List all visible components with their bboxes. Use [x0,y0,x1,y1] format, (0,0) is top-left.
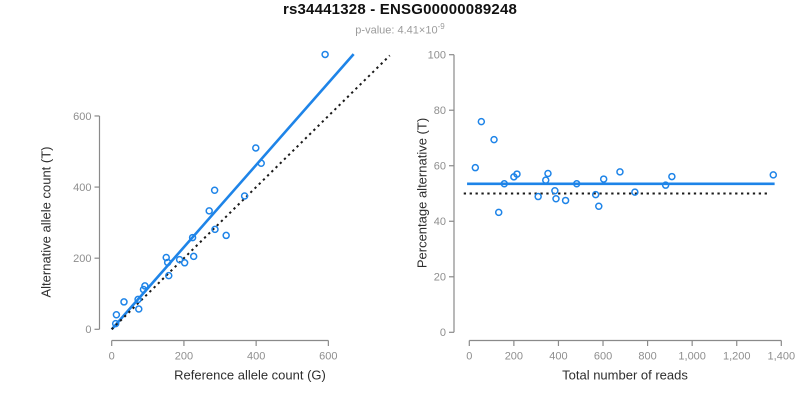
scatter-point [139,285,148,294]
x-tick-label: 1,400 [768,351,796,363]
scatter-point [134,295,142,304]
scatter-point [500,180,509,188]
x-tick-label: 400 [247,351,265,363]
scatter-point [552,195,560,203]
scatter-point [595,202,603,211]
y-tick-label: 200 [73,253,91,265]
x-tick-label: 600 [594,351,612,363]
scatter-point [165,271,173,280]
scatter-point [616,168,624,176]
scatter-point [189,252,198,261]
scatter-point [541,176,550,184]
y-tick-label: 20 [434,272,446,284]
scatter-point [188,233,197,242]
scatter-point [120,298,128,306]
scatter-point [668,172,676,181]
scatter-point [180,259,189,267]
identity-line [110,54,391,331]
y-tick-label: 0 [440,327,446,339]
x-tick-label: 800 [638,351,656,363]
x-tick-label: 1,000 [678,351,706,363]
scatter-point [141,282,149,290]
scatter-point [631,188,639,196]
scatter-point [471,163,480,172]
y-tick-label: 0 [85,324,91,336]
scatter-point [112,310,121,319]
scatter-point [211,225,219,234]
pvalue-subtitle: p-value: 4.41×10-9 [0,22,800,37]
scatter-point [205,207,213,215]
scatter-point [572,180,581,188]
scatter-point [135,305,143,313]
scatter-point [252,144,260,152]
scatter-point [257,159,265,168]
scatter-point [591,190,600,199]
scatter-point [599,175,608,183]
left-x-axis-title: Reference allele count (G) [174,367,326,383]
x-tick-label: 400 [549,351,567,363]
scatter-point [561,196,570,205]
scatter-point [222,231,230,240]
scatter-point [513,170,521,178]
pvalue-exponent: -9 [437,22,445,31]
y-tick-label: 60 [434,161,446,173]
right-x-axis-title: Total number of reads [562,367,688,383]
y-tick-label: 100 [428,50,446,62]
scatter-point [175,255,184,264]
scatter-point [210,186,219,195]
x-tick-label: 200 [175,351,193,363]
scatter-point [544,169,552,178]
scatter-point [240,192,249,200]
scatter-point [551,186,559,195]
page-title: rs34441328 - ENSG00000089248 [282,1,518,18]
pvalue-text: p-value: 4.41×10 [355,24,438,37]
scatter-point [162,253,170,262]
x-tick-label: 1,200 [723,351,751,363]
x-tick-label: 0 [466,351,472,363]
scatter-point [534,192,542,201]
scatter-point [321,50,329,59]
x-tick-label: 200 [505,351,523,363]
scatter-point [111,319,120,328]
regression-line [110,53,355,331]
x-tick-label: 0 [109,351,115,363]
y-tick-label: 400 [73,182,91,194]
right-y-axis-title: Percentage alternative (T) [414,117,430,269]
y-tick-label: 80 [434,105,446,117]
y-tick-label: 40 [434,216,446,228]
x-tick-label: 600 [319,351,337,363]
scatter-point [477,117,486,126]
scatter-point [661,181,670,189]
y-tick-label: 600 [73,111,91,123]
left-y-axis-title: Alternative allele count (T) [38,146,54,298]
scatter-point [490,135,498,144]
scatter-point [494,208,503,217]
scatter-point [769,171,778,179]
